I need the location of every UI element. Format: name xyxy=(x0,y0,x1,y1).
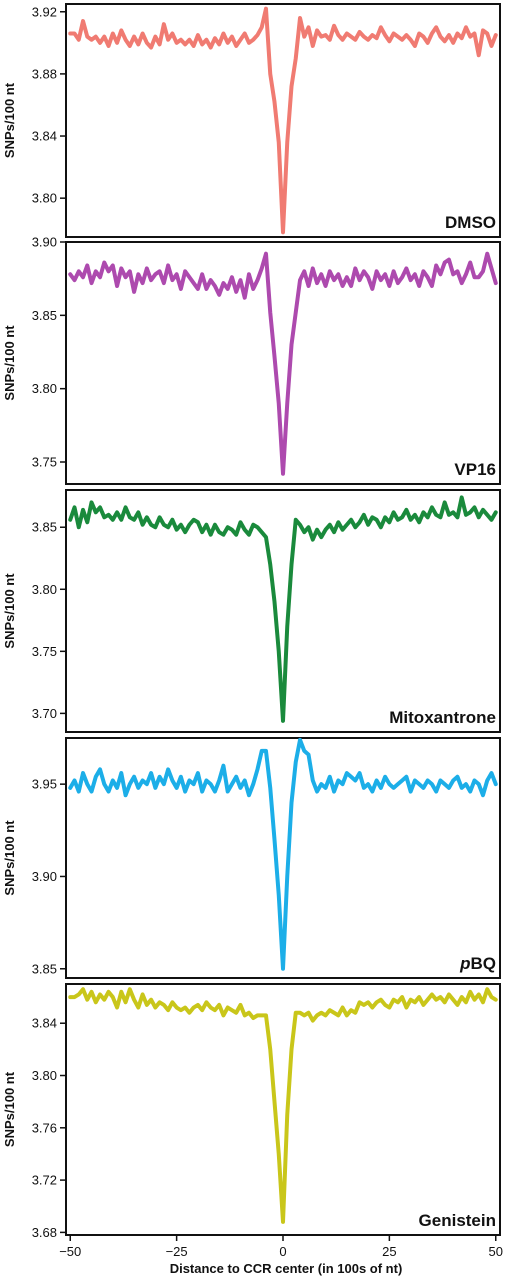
x-tick-label: 25 xyxy=(382,1244,396,1259)
panel-1: 3.75 3.80 3.85 3.90 SNPs/100 nt VP16 xyxy=(2,235,501,485)
y-tick-label: 3.85 xyxy=(32,520,57,535)
x-axis: −50 −25 0 25 50 xyxy=(59,1235,503,1259)
series-line xyxy=(68,987,498,1224)
y-tick-label: 3.92 xyxy=(32,4,57,19)
y-tick-label: 3.80 xyxy=(32,191,57,206)
panel-title: Genistein xyxy=(419,1211,496,1230)
y-tick-label: 3.75 xyxy=(32,644,57,659)
panel-title: pBQ xyxy=(459,954,496,973)
series-line xyxy=(68,251,498,476)
panel-title: DMSO xyxy=(445,213,496,232)
series-line xyxy=(68,737,498,971)
panel-frame xyxy=(65,737,501,979)
y-tick-label: 3.68 xyxy=(32,1225,57,1240)
panel-4: 3.68 3.72 3.76 3.80 3.84 SNPs/100 nt Genistein xyxy=(2,983,501,1240)
y-tick-label: 3.84 xyxy=(32,1016,57,1031)
panel-frame xyxy=(65,241,501,485)
x-axis-label: Distance to CCR center (in 100s of nt) xyxy=(170,1261,403,1276)
y-tick-label: 3.90 xyxy=(32,235,57,250)
y-tick-label: 3.80 xyxy=(32,381,57,396)
panel-title: VP16 xyxy=(454,460,496,479)
y-tick-label: 3.90 xyxy=(32,869,57,884)
x-tick-label: −50 xyxy=(59,1244,81,1259)
y-axis-label: SNPs/100 nt xyxy=(2,82,17,158)
y-tick-label: 3.95 xyxy=(32,777,57,792)
y-tick-label: 3.72 xyxy=(32,1173,57,1188)
y-axis-label: SNPs/100 nt xyxy=(2,325,17,401)
y-axis-label: SNPs/100 nt xyxy=(2,573,17,649)
y-tick-label: 3.88 xyxy=(32,66,57,81)
panel-frame xyxy=(65,489,501,733)
series-line xyxy=(68,495,498,723)
y-tick-label: 3.75 xyxy=(32,455,57,470)
y-tick-label: 3.84 xyxy=(32,129,57,144)
panel-3: 3.85 3.90 3.95 SNPs/100 nt pBQ xyxy=(2,737,501,979)
y-tick-label: 3.76 xyxy=(32,1120,57,1135)
panel-title: Mitoxantrone xyxy=(389,708,496,727)
y-tick-label: 3.85 xyxy=(32,961,57,976)
y-axis-label: SNPs/100 nt xyxy=(2,820,17,896)
x-tick-label: 0 xyxy=(279,1244,286,1259)
y-tick-label: 3.80 xyxy=(32,582,57,597)
y-tick-label: 3.80 xyxy=(32,1068,57,1083)
y-axis-label: SNPs/100 nt xyxy=(2,1071,17,1147)
series-line xyxy=(68,6,498,235)
x-tick-label: −25 xyxy=(166,1244,188,1259)
y-tick-label: 3.85 xyxy=(32,308,57,323)
panel-0: 3.80 3.84 3.88 3.92 SNPs/100 nt DMSO xyxy=(2,3,501,238)
y-tick-label: 3.70 xyxy=(32,706,57,721)
panel-2: 3.70 3.75 3.80 3.85 SNPs/100 nt Mitoxantrone xyxy=(2,489,501,733)
x-tick-label: 50 xyxy=(489,1244,503,1259)
panel-frame xyxy=(65,3,501,238)
